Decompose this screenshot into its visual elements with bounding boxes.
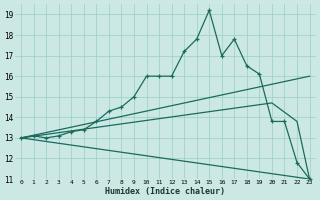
- X-axis label: Humidex (Indice chaleur): Humidex (Indice chaleur): [105, 187, 225, 196]
